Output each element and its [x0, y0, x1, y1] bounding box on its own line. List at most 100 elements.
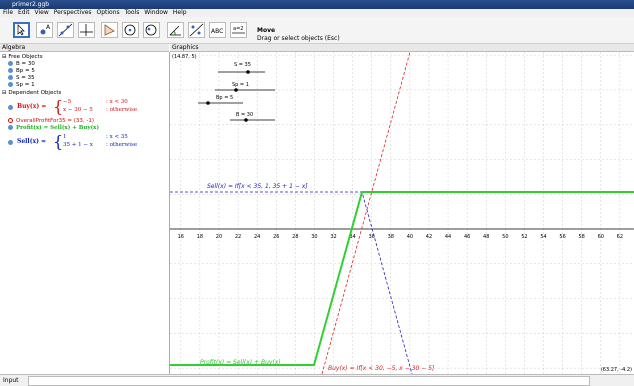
free-header: Free Objects — [8, 54, 43, 60]
algebra-item[interactable]: B = 30 — [8, 61, 35, 67]
menu-item[interactable]: Edit — [17, 9, 30, 16]
algebra-item[interactable]: S = 35 — [8, 75, 35, 81]
x-tick-label: 16 — [178, 234, 184, 240]
tool-help: Drag or select objects (Esc) — [257, 35, 340, 42]
free-object: Sp = 1 — [16, 82, 35, 88]
tool-icon — [145, 24, 157, 36]
tool-name: Move — [257, 27, 276, 34]
x-tick-label: 52 — [521, 234, 527, 240]
text-tool[interactable]: ABC — [209, 22, 226, 38]
menu-item[interactable]: Window — [144, 9, 168, 16]
menu-item[interactable]: View — [34, 9, 49, 16]
graphics-header: Graphics — [170, 44, 634, 52]
svg-text:A: A — [46, 24, 51, 31]
algebra-view: ⊟ Free Objects B = 30 Bp = 5 S = 35 Sp =… — [0, 52, 170, 374]
x-tick-label: 48 — [483, 234, 489, 240]
slider-label: S = 35 — [234, 62, 251, 68]
algebra-item[interactable]: Profit(x) = Sell(x) + Buy(x) — [8, 125, 99, 131]
title-bar: primer2.ggb — [0, 0, 634, 9]
menu-bar: File Edit View Perspectives Options Tool… — [0, 9, 634, 17]
menu-item[interactable]: Tools — [124, 9, 140, 16]
x-tick-label: 28 — [292, 234, 298, 240]
corner-coordinates: (63.27, -4.2) — [601, 367, 632, 373]
overall-profit: OverallProfitFor35 = (33, -1) — [16, 118, 94, 124]
buy-label: Buy(x) = If[x < 30, −5, x − 30 − 5] — [328, 365, 435, 372]
slider-knob[interactable] — [246, 70, 250, 74]
graphics-view[interactable]: 16 18 20 22 24 26 28 30 32 34 36 38 40 42 44 46 48 50 52 54… — [170, 52, 634, 374]
algebra-item[interactable]: OverallProfitFor35 = (33, -1) — [8, 118, 94, 124]
polygon-tool[interactable] — [101, 22, 118, 38]
x-tick-label: 26 — [273, 234, 279, 240]
slider-label: B = 30 — [236, 112, 253, 118]
profit-graph[interactable] — [170, 191, 634, 366]
free-object: Bp = 5 — [16, 68, 35, 74]
x-tick-label: 50 — [502, 234, 508, 240]
tree-header[interactable]: ⊟ Dependent Objects — [2, 90, 62, 96]
tool-icon — [124, 24, 136, 36]
slider-label: Bp = 5 — [216, 95, 233, 101]
case-value: −5 — [63, 99, 72, 105]
profit-function: Profit(x) = Sell(x) + Buy(x) — [16, 125, 100, 131]
line-tool[interactable] — [57, 22, 74, 38]
menu-item[interactable]: Options — [96, 9, 120, 16]
x-tick-label: 30 — [311, 234, 317, 240]
algebra-item[interactable]: Sp = 1 — [8, 82, 35, 88]
x-tick-label: 62 — [617, 234, 623, 240]
menu-item[interactable]: File — [3, 9, 14, 16]
panel-title: Algebra — [2, 44, 26, 51]
tool-icon — [104, 24, 115, 36]
free-object: B = 30 — [16, 61, 35, 67]
sell-graph[interactable] — [170, 191, 413, 374]
free-object: S = 35 — [16, 75, 35, 81]
x-tick-label: 42 — [426, 234, 432, 240]
buy-graph[interactable] — [321, 52, 411, 374]
case-condition: : otherwise — [106, 107, 138, 113]
ellipse-tool[interactable] — [143, 22, 160, 38]
x-tick-label: 24 — [254, 234, 260, 240]
x-tick-label: 36 — [369, 234, 375, 240]
circle-tool[interactable] — [122, 22, 139, 38]
profit-label: Profit(x) = Sell(x) + Buy(x) — [200, 359, 281, 366]
x-tick-label: 22 — [235, 234, 241, 240]
input-bar[interactable]: Input — [0, 374, 634, 386]
tool-text: ABC — [211, 28, 223, 35]
tool-icon — [189, 23, 204, 37]
slider-tool[interactable]: a=2 — [230, 22, 247, 38]
case-condition: : x < 35 — [106, 134, 128, 140]
tree-header[interactable]: ⊟ Free Objects — [2, 54, 43, 60]
tool-icon — [17, 24, 25, 36]
tool-icon: a=2 — [232, 26, 245, 34]
tool-icon — [58, 23, 73, 37]
angle-tool[interactable] — [167, 22, 184, 38]
x-tick-label: 34 — [349, 234, 355, 240]
menu-item[interactable]: Help — [172, 9, 187, 16]
slider-knob[interactable] — [206, 101, 210, 105]
function-name: Buy(x) = — [17, 103, 47, 110]
x-tick-label: 38 — [388, 234, 394, 240]
point-tool[interactable]: A — [36, 22, 53, 38]
panel-title: Graphics — [172, 44, 199, 51]
x-tick-label: 60 — [598, 234, 604, 240]
case-condition: : x < 30 — [106, 99, 128, 105]
menu-item[interactable]: Perspectives — [53, 9, 92, 16]
case-value: 1 — [63, 134, 67, 140]
move-tool[interactable] — [13, 22, 30, 38]
reflect-tool[interactable] — [188, 22, 205, 38]
algebra-item[interactable]: Bp = 5 — [8, 68, 35, 74]
tool-text: a=2 — [233, 26, 243, 32]
input-label: Input — [3, 377, 19, 384]
x-tick-label: 58 — [579, 234, 585, 240]
slider-knob[interactable] — [244, 118, 248, 122]
toolbar: A ABC a=2 Move Drag or select objects (E… — [0, 17, 634, 44]
algebra-header: Algebra — [0, 44, 169, 52]
perpendicular-tool[interactable] — [78, 22, 95, 38]
x-tick-label: 56 — [559, 234, 565, 240]
case-condition: : otherwise — [106, 142, 138, 148]
x-tick-label: 44 — [445, 234, 451, 240]
x-tick-label: 54 — [540, 234, 546, 240]
tool-icon — [169, 25, 181, 36]
slider-knob[interactable] — [234, 88, 238, 92]
dependent-header: Dependent Objects — [8, 90, 62, 96]
case-value: x − 30 − 5 — [63, 107, 93, 113]
